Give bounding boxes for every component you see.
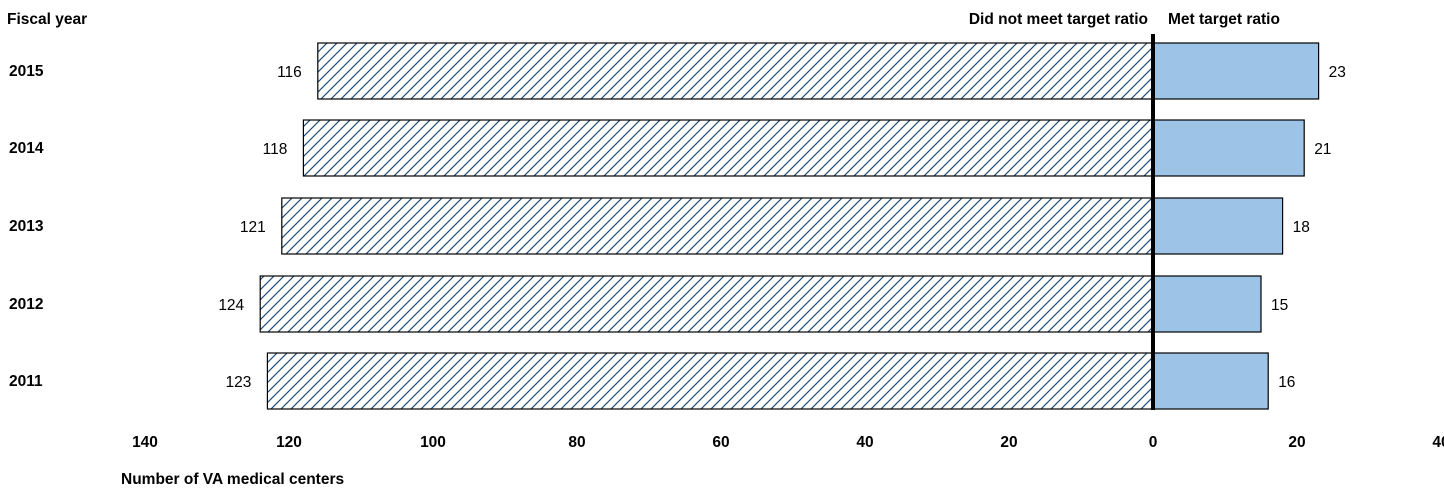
value-met-2013: 18 [1293, 219, 1310, 236]
x-axis-ticks: 140 120 100 80 60 40 20 0 20 40 [132, 434, 1444, 451]
x-tick-right-40: 40 [1432, 434, 1444, 451]
value-not-met-2011: 123 [226, 374, 252, 391]
bar-not-met-2011 [266, 352, 1154, 410]
x-tick-left-0: 0 [1149, 434, 1158, 451]
bar-not-met-2013 [281, 197, 1154, 255]
legend-not-met: Did not meet target ratio [969, 11, 1148, 28]
bar-met-2014 [1152, 119, 1305, 177]
value-met-2014: 21 [1314, 141, 1331, 158]
bar-met-2012 [1152, 275, 1262, 333]
value-not-met-2012: 124 [218, 297, 244, 314]
y-axis-title: Fiscal year [7, 11, 87, 28]
year-label-2012: 2012 [9, 296, 43, 313]
x-axis-title: Number of VA medical centers [121, 471, 344, 488]
bar-not-met-2015 [317, 42, 1154, 100]
value-met-2011: 16 [1278, 374, 1295, 391]
x-tick-left-80: 80 [568, 434, 585, 451]
legend-met: Met target ratio [1168, 11, 1280, 28]
x-tick-left-120: 120 [276, 434, 302, 451]
value-met-2012: 15 [1271, 297, 1288, 314]
year-label-2014: 2014 [9, 140, 44, 157]
year-label-2011: 2011 [9, 373, 43, 390]
value-not-met-2014: 118 [263, 141, 288, 158]
bar-not-met-2014 [302, 119, 1154, 177]
x-tick-left-40: 40 [856, 434, 873, 451]
x-tick-left-140: 140 [132, 434, 158, 451]
x-tick-right-20: 20 [1288, 434, 1305, 451]
x-tick-left-20: 20 [1000, 434, 1017, 451]
bars-group: 2015 116 23 2014 118 21 2013 121 18 2012 124 15 2011… [9, 42, 1346, 410]
bar-met-2013 [1152, 197, 1284, 255]
value-not-met-2015: 116 [277, 64, 302, 81]
bar-met-2015 [1152, 42, 1320, 100]
value-not-met-2013: 121 [240, 219, 266, 236]
bar-met-2011 [1152, 352, 1269, 410]
year-label-2013: 2013 [9, 218, 44, 235]
x-tick-left-100: 100 [420, 434, 446, 451]
year-label-2015: 2015 [9, 63, 44, 80]
bar-not-met-2012 [259, 275, 1154, 333]
value-met-2015: 23 [1329, 64, 1346, 81]
x-tick-left-60: 60 [712, 434, 729, 451]
